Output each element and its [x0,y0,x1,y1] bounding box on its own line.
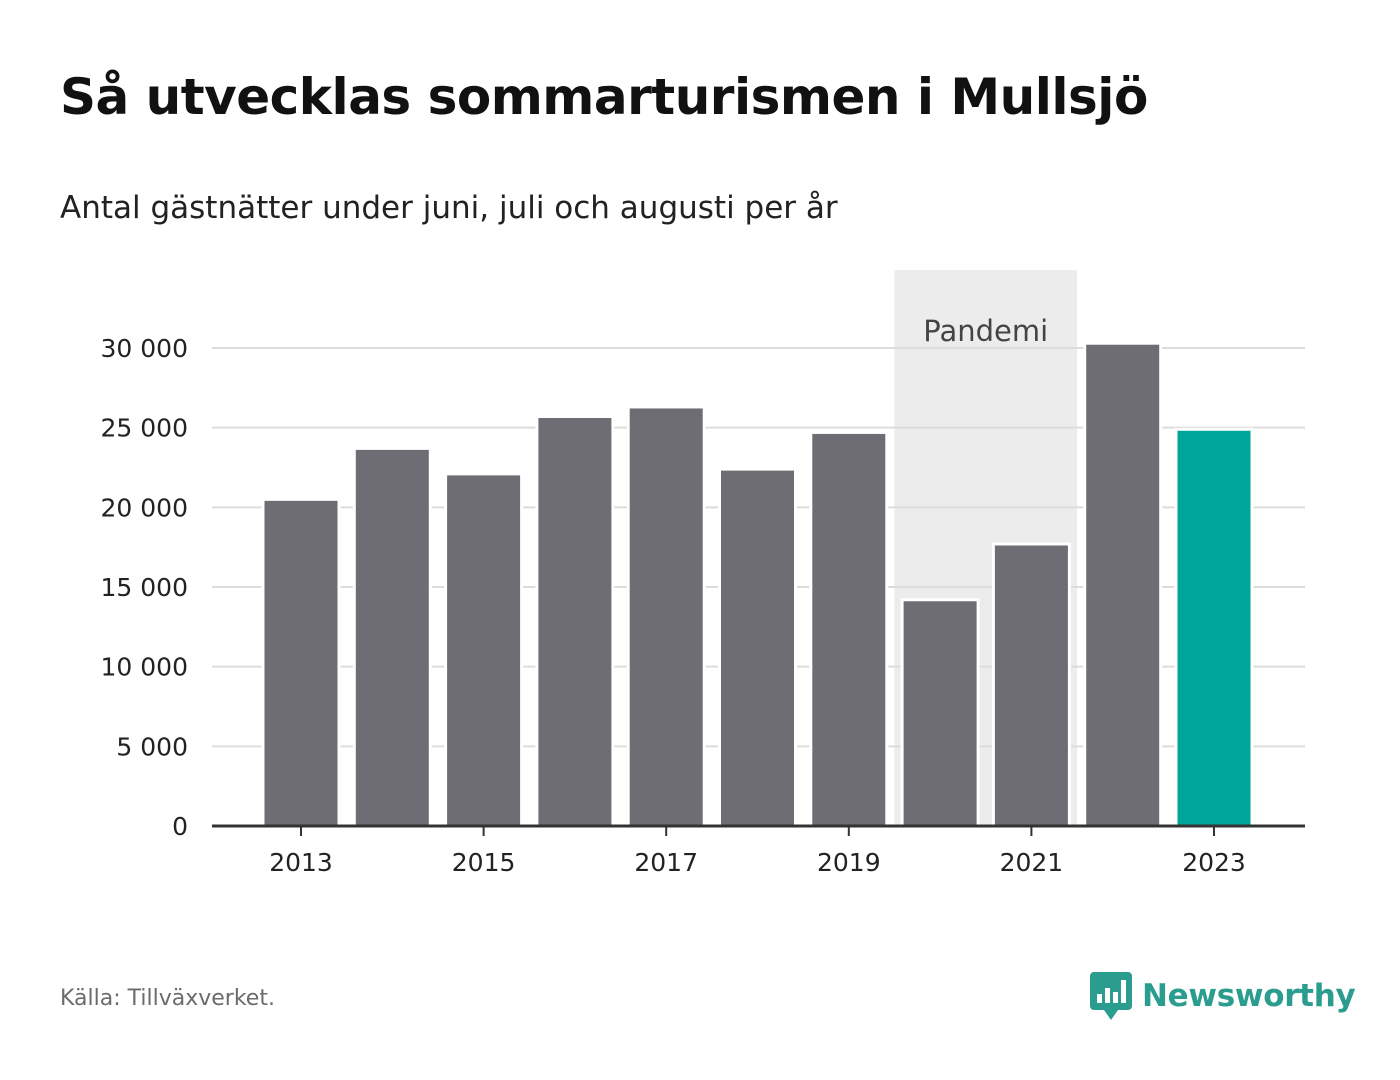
y-tick-label: 30 000 [101,334,188,363]
bar-chart: Pandemi 0 5 000 10 000 15 000 20 000 25 000 30… [101,270,1305,877]
y-tick-labels-layer: 0 5 000 10 000 15 000 20 000 25 000 30 000 [101,334,188,841]
x-tick-label: 2021 [1000,848,1064,877]
bar-2016 [535,415,615,828]
bar-2019 [809,430,889,828]
y-tick-label: 5 000 [116,732,188,761]
brand-name: Newsworthy [1142,978,1356,1014]
bar-2018 [718,467,797,828]
bars-layer [261,341,1254,828]
newsworthy-logo-icon [1090,972,1132,1020]
chart-title: Så utvecklas sommarturismen i Mullsjö [60,68,1148,126]
bar-2017 [626,405,706,828]
bar-2014 [352,446,432,828]
source-note: Källa: Tillväxverket. [60,986,275,1011]
y-tick-label: 0 [172,812,188,841]
x-tick-label: 2015 [452,848,516,877]
y-tick-label: 25 000 [101,414,188,443]
newsworthy-brand: Newsworthy [1090,970,1356,1022]
bar-2020 [900,598,980,828]
x-tick-label: 2013 [269,848,333,877]
x-axis-layer [212,824,1305,836]
x-tick-label: 2017 [634,848,698,877]
x-tick-label: 2023 [1182,848,1246,877]
bar-2021 [991,542,1071,828]
bar-2023 [1174,427,1254,828]
bar-2013 [261,497,341,828]
y-tick-label: 15 000 [101,573,188,602]
y-tick-label: 10 000 [101,653,188,682]
pandemic-label: Pandemi [923,314,1048,348]
chart-subtitle: Antal gästnätter under juni, juli och au… [60,190,838,226]
y-tick-label: 20 000 [101,493,188,522]
x-tick-label: 2019 [817,848,881,877]
bar-2015 [444,472,524,828]
bar-2022 [1083,341,1163,828]
x-tick-labels-layer: 2013 2015 2017 2019 2021 2023 [269,848,1246,877]
